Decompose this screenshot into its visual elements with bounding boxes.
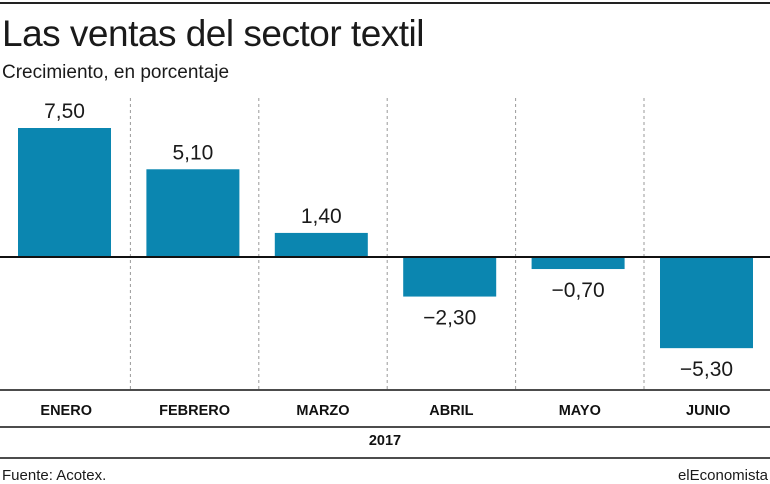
data-label: 7,50 (44, 100, 85, 123)
bar-enero (18, 128, 111, 257)
bar-febrero (146, 169, 240, 257)
data-label: −0,70 (552, 279, 605, 302)
chart-subtitle: Crecimiento, en porcentaje (2, 62, 230, 83)
chart-title: Las ventas del sector textil (2, 13, 425, 54)
brand-logo: elEconomista (677, 467, 768, 484)
data-label: −2,30 (423, 307, 476, 330)
source-note: Fuente: Acotex. (2, 467, 107, 484)
category-label: ENERO (40, 403, 92, 419)
data-label: −5,30 (680, 358, 733, 381)
bar-abril (403, 257, 497, 297)
category-label: JUNIO (686, 403, 730, 419)
bar-marzo (274, 232, 368, 257)
category-label: MARZO (296, 403, 349, 419)
top-rule (0, 2, 770, 4)
data-label: 1,40 (301, 205, 342, 228)
year-label: 2017 (369, 433, 401, 449)
category-label: ABRIL (429, 403, 473, 419)
category-label: FEBRERO (159, 403, 230, 419)
data-label: 5,10 (172, 141, 213, 164)
category-label: MAYO (559, 403, 601, 419)
bar-junio (660, 257, 753, 349)
bar-mayo (531, 257, 625, 270)
